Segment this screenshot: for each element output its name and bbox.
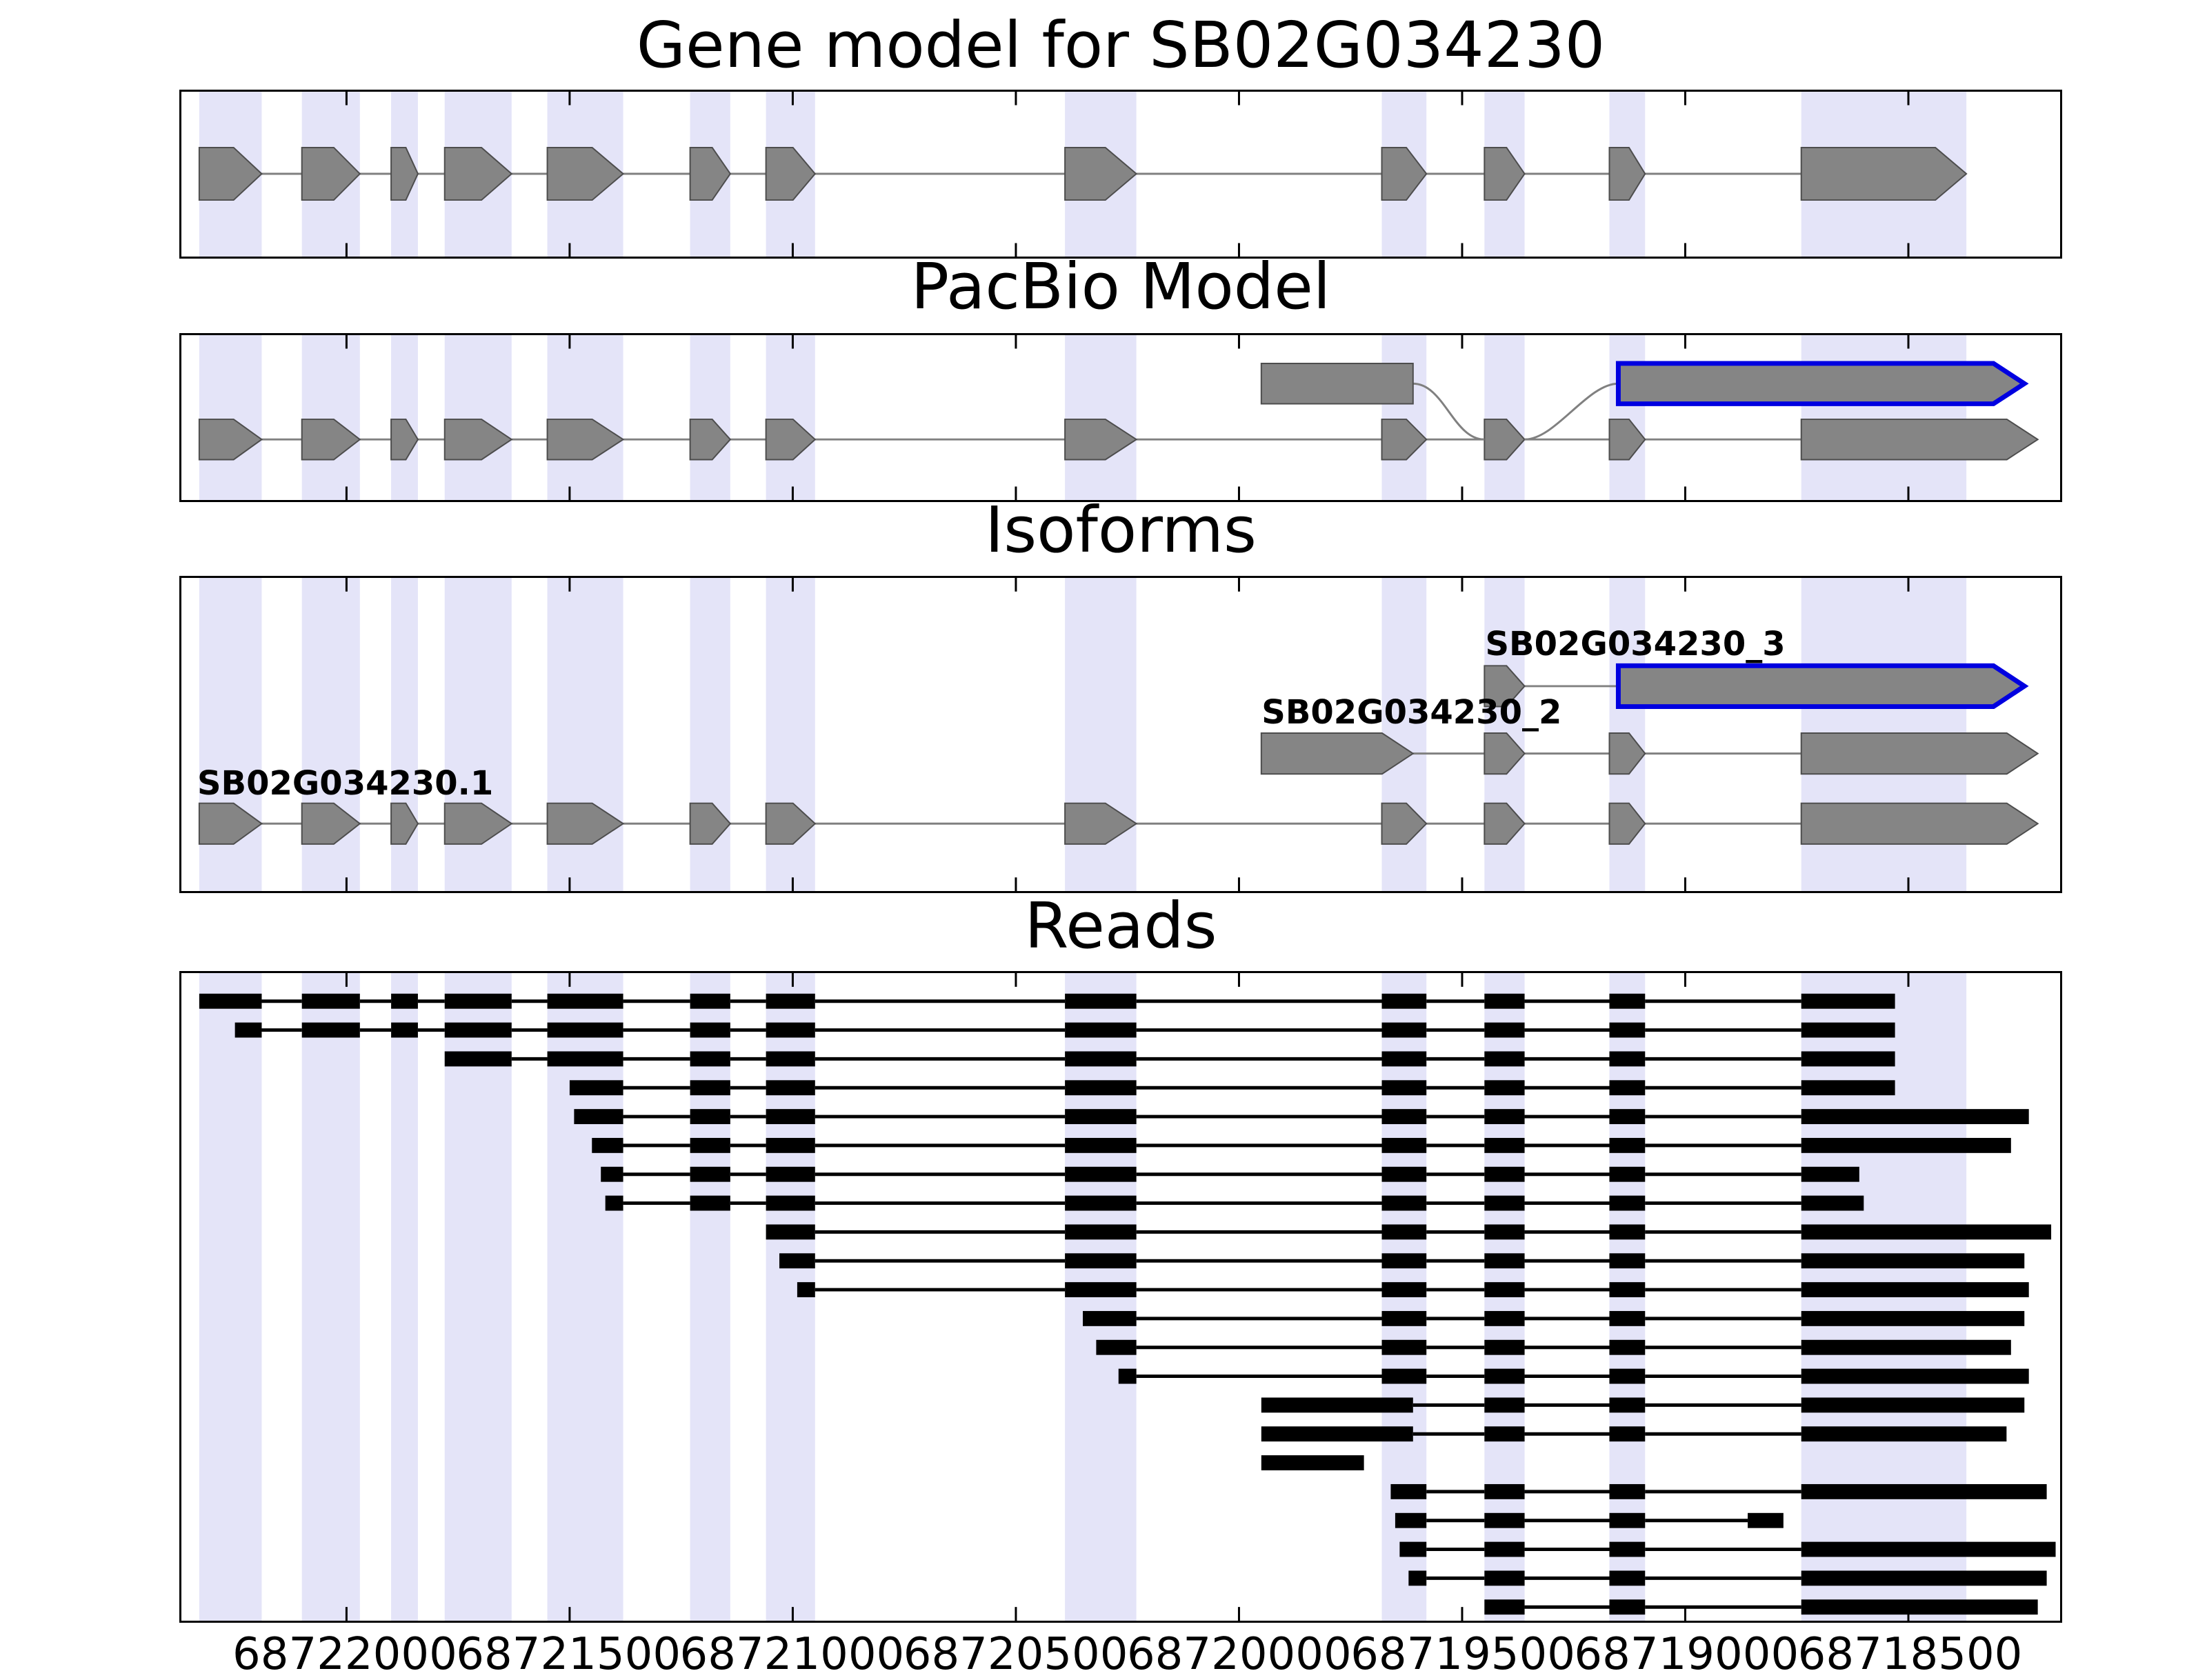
- reads-title: Reads: [1024, 889, 1217, 963]
- x-tick-label: 68721000: [679, 1629, 905, 1680]
- gene-model-canvas: [198, 92, 1968, 257]
- x-tick-label: 68721500: [456, 1629, 681, 1680]
- pacbio-title: PacBio Model: [910, 250, 1331, 323]
- reads-panel: [179, 971, 2062, 1623]
- isoform-label-3: SB02G034230_3: [1485, 625, 1786, 663]
- isoforms-canvas: [198, 578, 2039, 891]
- isoforms-title: Isoforms: [985, 493, 1257, 567]
- isoforms-panel: [179, 576, 2062, 893]
- x-tick-label: 68719000: [1574, 1629, 1799, 1680]
- isoform-label-2: SB02G034230_2: [1261, 693, 1562, 732]
- x-tick-label: 68718500: [1797, 1629, 2023, 1680]
- x-tick-label: 68720000: [1126, 1629, 1352, 1680]
- gene-model-panel: [179, 90, 2062, 259]
- x-tick-label: 68720500: [903, 1629, 1128, 1680]
- x-tick-label: 68722000: [232, 1629, 457, 1680]
- pacbio-canvas: [198, 335, 2039, 500]
- isoform-label-1: SB02G034230.1: [197, 764, 494, 803]
- gene-model-title: Gene model for SB02G034230: [636, 8, 1606, 82]
- pacbio-panel: [179, 333, 2062, 502]
- x-tick-label: 68719500: [1350, 1629, 1575, 1680]
- reads-canvas: [199, 973, 2056, 1621]
